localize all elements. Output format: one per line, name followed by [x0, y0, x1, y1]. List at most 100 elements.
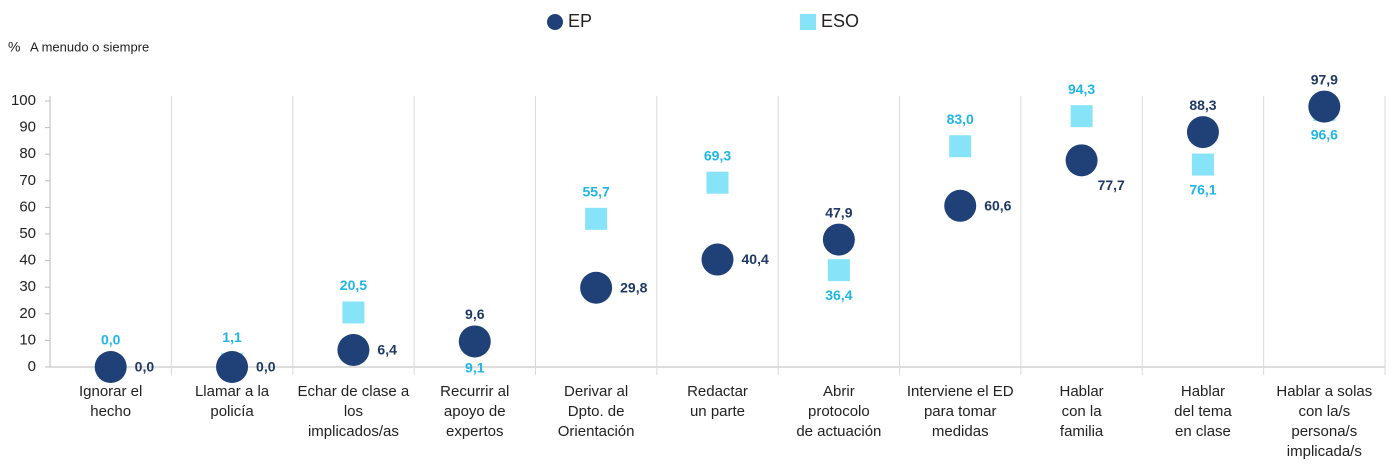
value-label: 29,8	[620, 279, 647, 295]
value-label: 1,1	[222, 329, 242, 345]
point	[1065, 144, 1098, 177]
x-tick-line: familia	[1060, 423, 1104, 440]
point	[458, 325, 491, 358]
legend-marker	[800, 14, 816, 30]
x-tick-line: Recurrir al	[440, 383, 509, 400]
x-tick-line: Echar de clase a	[298, 383, 410, 400]
value-label: 36,4	[825, 287, 852, 303]
value-label: 0,0	[135, 359, 155, 375]
value-label: 9,1	[465, 359, 485, 375]
value-label: 97,9	[1311, 71, 1338, 87]
x-tick-label: Hablar del tema en clase	[1174, 383, 1232, 440]
value-label: 60,6	[984, 198, 1011, 214]
value-label: 47,9	[825, 204, 852, 220]
x-tick-line: Llamar a la	[195, 383, 270, 400]
x-tick-line: Interviene el ED	[907, 383, 1014, 400]
value-label: 69,3	[704, 147, 731, 163]
x-tick-line: Abrir	[823, 383, 855, 400]
x-tick-label: Hablar a solas con la/s persona/s implicada…	[1276, 383, 1372, 460]
point	[822, 223, 855, 256]
value-label: 96,6	[1311, 127, 1338, 143]
legend-label: EP	[568, 11, 592, 31]
point	[1191, 153, 1214, 176]
x-tick-label: Llamar a la policía	[195, 383, 270, 420]
x-tick-line: apoyo de	[444, 403, 506, 420]
x-tick-line: protocolo	[808, 403, 870, 420]
point	[94, 351, 127, 383]
x-tick-line: del tema	[1174, 403, 1232, 420]
x-tick-line: Redactar	[687, 383, 748, 400]
x-tick-line: hecho	[90, 403, 131, 420]
value-label: 0,0	[101, 332, 121, 348]
x-tick-line: policía	[210, 403, 254, 420]
y-tick-label: 90	[19, 119, 36, 136]
legend-marker	[547, 14, 563, 30]
point	[701, 243, 734, 276]
x-tick-line: expertos	[446, 423, 504, 440]
point	[580, 271, 613, 304]
y-tick-label: 60	[19, 198, 36, 215]
x-tick-line: los	[344, 403, 363, 420]
value-label: 83,0	[947, 111, 974, 127]
x-tick-line: Hablar	[1059, 383, 1103, 400]
point	[1308, 90, 1341, 123]
x-tick-line: medidas	[932, 423, 989, 440]
y-tick-label: 100	[11, 92, 36, 109]
value-label: 77,7	[1098, 177, 1125, 193]
x-tick-line: un parte	[690, 403, 745, 420]
x-tick-line: Hablar a solas	[1276, 383, 1372, 400]
value-label: 0,0	[256, 359, 276, 375]
y-tick-label: 50	[19, 225, 36, 242]
x-tick-line: Orientación	[558, 423, 635, 440]
x-tick-label: Ignorar el hecho	[79, 383, 142, 420]
point	[827, 259, 850, 282]
x-tick-label: Recurrir al apoyo de expertos	[440, 383, 509, 440]
x-tick-label: Derivar al Dpto. de Orientación	[558, 383, 635, 440]
value-label: 76,1	[1189, 181, 1216, 197]
x-tick-line: de actuación	[796, 423, 881, 440]
y-tick-label: 70	[19, 172, 36, 189]
x-tick-line: con la	[1062, 403, 1103, 420]
value-label: 6,4	[377, 342, 397, 358]
x-tick-label: Redactar un parte	[687, 383, 748, 420]
point	[585, 207, 608, 230]
point	[949, 135, 972, 158]
y-tick-label: 40	[19, 252, 36, 269]
y-tick-label: 30	[19, 278, 36, 295]
legend-label: ESO	[821, 11, 859, 31]
x-tick-line: Ignorar el	[79, 383, 142, 400]
x-tick-line: en clase	[1175, 423, 1231, 440]
value-label: 94,3	[1068, 81, 1095, 97]
x-tick-line: para tomar	[924, 403, 997, 420]
x-tick-line: Hablar	[1181, 383, 1225, 400]
point	[706, 171, 729, 194]
x-tick-label: Interviene el ED para tomar medidas	[907, 383, 1014, 440]
y-tick-label: 80	[19, 145, 36, 162]
point	[1186, 116, 1219, 149]
x-tick-line: implicada/s	[1287, 443, 1362, 460]
x-tick-line: Derivar al	[564, 383, 628, 400]
value-label: 9,6	[465, 306, 485, 322]
x-tick-label: Hablar con la familia	[1059, 383, 1103, 440]
y-tick-label: 10	[19, 331, 36, 348]
subtitle: A menudo o siempre	[30, 39, 149, 54]
x-tick-line: persona/s	[1291, 423, 1357, 440]
y-tick-label: 20	[19, 305, 36, 322]
value-label: 55,7	[583, 184, 610, 200]
point	[1070, 105, 1093, 128]
value-label: 20,5	[340, 277, 367, 293]
x-tick-line: implicados/as	[308, 423, 399, 440]
point	[342, 301, 365, 324]
x-tick-label: Echar de clase a los implicados/as	[298, 383, 410, 440]
x-tick-line: con la/s	[1298, 403, 1350, 420]
point	[337, 333, 370, 366]
x-tick-line: Dpto. de	[568, 403, 625, 420]
point	[944, 189, 977, 222]
x-tick-label: Abrir protocolo de actuación	[796, 383, 881, 440]
y-axis-label: %	[8, 39, 20, 55]
value-label: 88,3	[1189, 97, 1216, 113]
value-label: 40,4	[742, 251, 769, 267]
y-tick-label: 0	[28, 358, 36, 375]
point	[216, 351, 249, 383]
